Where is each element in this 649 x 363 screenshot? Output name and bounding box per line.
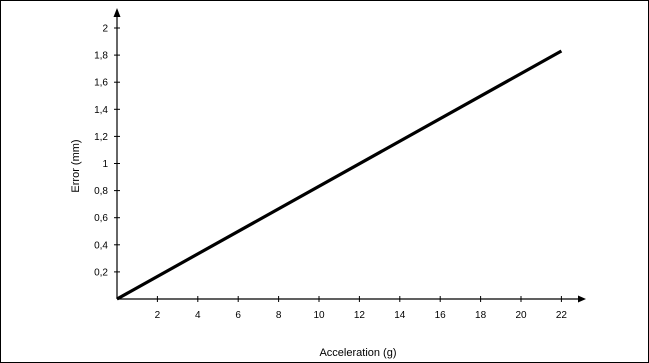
axes <box>113 8 586 303</box>
y-axis-label: Error (mm) <box>70 139 82 192</box>
series-group <box>116 49 563 301</box>
y-tick-label: 1,8 <box>94 51 108 62</box>
x-tick-label: 20 <box>515 310 527 321</box>
x-tick-label: 8 <box>276 310 282 321</box>
y-tick-label: 1,6 <box>94 78 108 89</box>
x-tick-label: 14 <box>394 310 406 321</box>
y-tick-label: 0,8 <box>94 186 108 197</box>
y-tick-label: 1 <box>102 159 108 170</box>
x-tick-label: 4 <box>195 310 201 321</box>
x-axis-arrow <box>578 295 586 303</box>
series-line-0 <box>116 49 563 301</box>
x-tick-label: 2 <box>155 310 161 321</box>
y-axis-arrow <box>113 8 121 17</box>
x-ticks: 2 4 6 8 10 12 14 16 18 20 22 <box>155 296 568 321</box>
y-tick-label: 0,2 <box>94 267 108 278</box>
x-tick-label: 18 <box>475 310 487 321</box>
y-tick-label: 1,2 <box>94 132 108 143</box>
x-tick-label: 16 <box>435 310 447 321</box>
x-tick-label: 10 <box>313 310 325 321</box>
x-tick-label: 6 <box>235 310 241 321</box>
x-axis-label: Acceleration (g) <box>319 347 396 359</box>
y-tick-label: 2 <box>102 24 108 35</box>
y-ticks: 0,2 0,4 0,6 0,8 1 1,2 1,4 1,6 1,8 2 <box>94 24 120 278</box>
x-tick-label: 22 <box>556 310 568 321</box>
y-tick-label: 1,4 <box>94 105 108 116</box>
x-tick-label: 12 <box>354 310 366 321</box>
y-tick-label: 0,4 <box>94 240 108 251</box>
y-tick-label: 0,6 <box>94 213 108 224</box>
